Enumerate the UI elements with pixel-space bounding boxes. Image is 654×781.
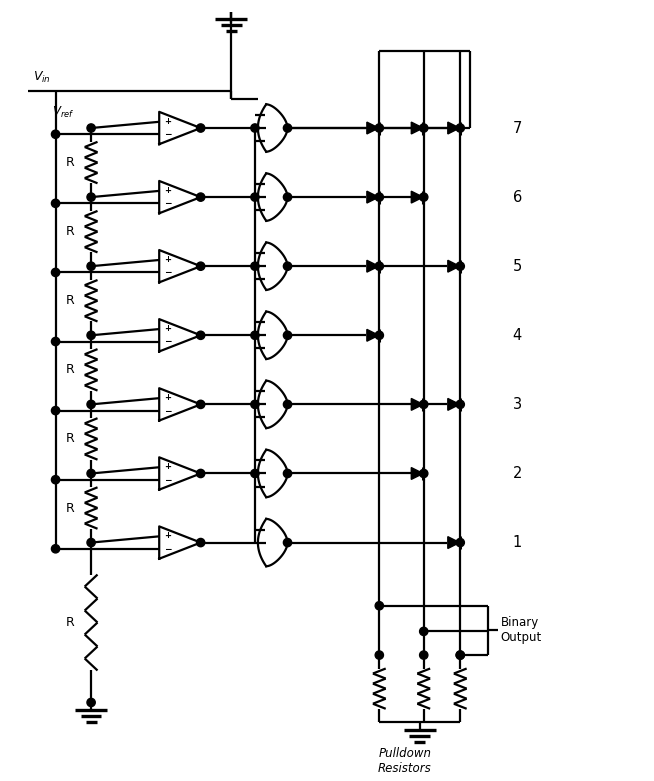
Circle shape (250, 193, 259, 201)
Circle shape (375, 262, 383, 270)
Circle shape (375, 124, 383, 132)
Text: R: R (65, 363, 75, 376)
Text: $V_{in}$: $V_{in}$ (33, 70, 50, 84)
Circle shape (283, 193, 292, 201)
Circle shape (375, 331, 383, 340)
Circle shape (283, 331, 292, 340)
Text: +: + (164, 462, 171, 472)
Circle shape (196, 193, 205, 201)
Circle shape (456, 400, 464, 408)
Text: +: + (164, 324, 171, 333)
Circle shape (283, 469, 292, 478)
Circle shape (250, 124, 259, 132)
Text: −: − (164, 337, 171, 347)
Circle shape (87, 400, 95, 408)
Text: +: + (164, 394, 171, 402)
Text: −: − (164, 476, 171, 484)
Circle shape (196, 262, 205, 270)
Polygon shape (367, 122, 379, 134)
Text: −: − (164, 269, 171, 277)
Circle shape (196, 469, 205, 478)
Text: 6: 6 (513, 190, 522, 205)
Text: +: + (164, 531, 171, 540)
Circle shape (283, 538, 292, 547)
Circle shape (250, 469, 259, 478)
Text: 1: 1 (513, 535, 522, 550)
Polygon shape (448, 122, 460, 134)
Text: R: R (65, 156, 75, 169)
Circle shape (420, 651, 428, 659)
Text: R: R (65, 294, 75, 307)
Circle shape (52, 544, 60, 553)
Circle shape (87, 331, 95, 340)
Circle shape (87, 262, 95, 270)
Text: 4: 4 (513, 328, 522, 343)
Circle shape (375, 651, 383, 659)
Circle shape (196, 400, 205, 408)
Circle shape (250, 400, 259, 408)
Text: 3: 3 (513, 397, 522, 412)
Circle shape (87, 124, 95, 132)
Text: Binary
Output: Binary Output (501, 616, 542, 644)
Circle shape (87, 193, 95, 201)
Text: R: R (65, 225, 75, 238)
Text: −: − (164, 544, 171, 554)
Polygon shape (367, 330, 379, 341)
Circle shape (52, 199, 60, 208)
Text: R: R (65, 616, 75, 629)
Circle shape (456, 651, 464, 659)
Text: R: R (65, 501, 75, 515)
Circle shape (283, 262, 292, 270)
Polygon shape (411, 191, 423, 203)
Circle shape (87, 469, 95, 478)
Circle shape (196, 331, 205, 340)
Polygon shape (448, 537, 460, 548)
Text: 7: 7 (513, 120, 522, 136)
Text: +: + (164, 117, 171, 126)
Circle shape (250, 262, 259, 270)
Circle shape (420, 627, 428, 636)
Circle shape (283, 124, 292, 132)
Circle shape (375, 193, 383, 201)
Circle shape (456, 124, 464, 132)
Circle shape (420, 124, 428, 132)
Text: +: + (164, 186, 171, 195)
Circle shape (250, 331, 259, 340)
Circle shape (283, 400, 292, 408)
Circle shape (87, 538, 95, 547)
Text: +: + (164, 255, 171, 264)
Polygon shape (448, 398, 460, 410)
Polygon shape (367, 191, 379, 203)
Polygon shape (411, 122, 423, 134)
Text: −: − (164, 407, 171, 415)
Circle shape (52, 269, 60, 276)
Circle shape (420, 400, 428, 408)
Circle shape (196, 538, 205, 547)
Circle shape (52, 476, 60, 484)
Circle shape (375, 601, 383, 610)
Text: 2: 2 (513, 466, 522, 481)
Text: 5: 5 (513, 259, 522, 273)
Circle shape (420, 193, 428, 201)
Circle shape (87, 698, 95, 707)
Text: −: − (164, 199, 171, 209)
Circle shape (52, 406, 60, 415)
Circle shape (196, 124, 205, 132)
Circle shape (52, 130, 60, 138)
Text: $V_{ref}$: $V_{ref}$ (52, 105, 75, 120)
Text: R: R (65, 433, 75, 445)
Polygon shape (411, 468, 423, 480)
Text: −: − (164, 130, 171, 139)
Polygon shape (448, 260, 460, 272)
Circle shape (456, 538, 464, 547)
Polygon shape (411, 398, 423, 410)
Text: Pulldown
Resistors: Pulldown Resistors (378, 747, 432, 775)
Circle shape (420, 469, 428, 478)
Circle shape (456, 651, 464, 659)
Circle shape (52, 337, 60, 346)
Circle shape (456, 262, 464, 270)
Polygon shape (367, 260, 379, 272)
